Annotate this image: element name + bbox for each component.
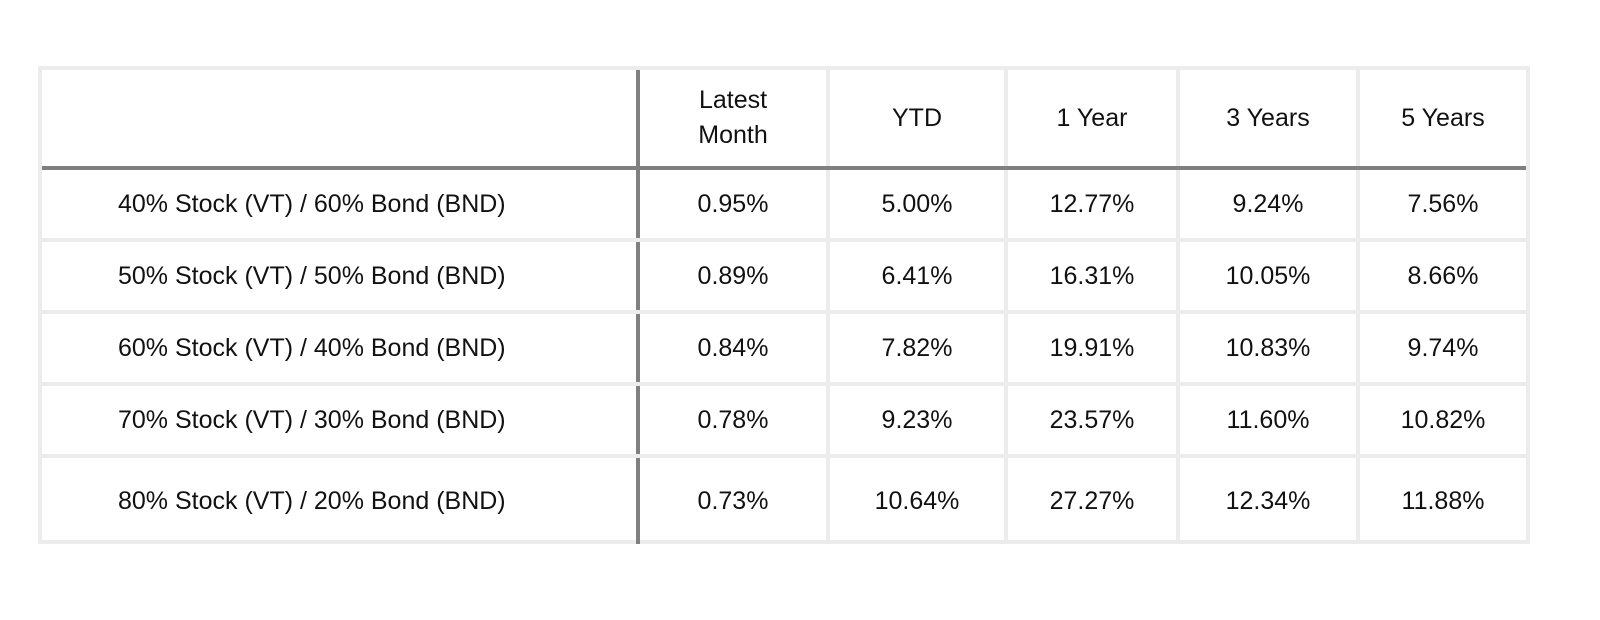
column-header-ytd-label: YTD (892, 103, 942, 132)
cell-3-years: 9.24% (1178, 168, 1360, 242)
cell-latest-month: 0.89% (638, 240, 830, 314)
row-label: 50% Stock (VT) / 50% Bond (BND) (42, 240, 640, 314)
table-row: 50% Stock (VT) / 50% Bond (BND) 0.89% 6.… (42, 240, 1526, 314)
table-row: 80% Stock (VT) / 20% Bond (BND) 0.73% 10… (42, 456, 1526, 544)
cell-ytd: 6.41% (828, 240, 1008, 314)
column-header-3-years-label: 3 Years (1226, 103, 1310, 132)
returns-table-frame: Latest Month YTD 1 Year 3 Years 5 Years … (38, 66, 1530, 544)
cell-ytd: 5.00% (828, 168, 1008, 242)
header-blank-cell (42, 70, 640, 170)
cell-3-years: 10.05% (1178, 240, 1360, 314)
cell-1-year: 12.77% (1006, 168, 1180, 242)
cell-ytd: 10.64% (828, 456, 1008, 544)
cell-1-year: 23.57% (1006, 384, 1180, 458)
row-label: 40% Stock (VT) / 60% Bond (BND) (42, 168, 640, 242)
table-row: 70% Stock (VT) / 30% Bond (BND) 0.78% 9.… (42, 384, 1526, 458)
column-header-ytd: YTD (828, 70, 1008, 170)
column-header-3-years: 3 Years (1178, 70, 1360, 170)
cell-3-years: 10.83% (1178, 312, 1360, 386)
returns-table: Latest Month YTD 1 Year 3 Years 5 Years … (42, 70, 1526, 544)
cell-latest-month: 0.95% (638, 168, 830, 242)
cell-3-years: 11.60% (1178, 384, 1360, 458)
cell-1-year: 16.31% (1006, 240, 1180, 314)
cell-latest-month: 0.78% (638, 384, 830, 458)
row-label: 70% Stock (VT) / 30% Bond (BND) (42, 384, 640, 458)
column-header-line-latest: Latest (698, 86, 768, 114)
cell-5-years: 8.66% (1358, 240, 1526, 314)
row-label: 60% Stock (VT) / 40% Bond (BND) (42, 312, 640, 386)
cell-5-years: 10.82% (1358, 384, 1526, 458)
table-header: Latest Month YTD 1 Year 3 Years 5 Years (42, 70, 1526, 170)
cell-ytd: 7.82% (828, 312, 1008, 386)
column-header-5-years: 5 Years (1358, 70, 1526, 170)
cell-3-years: 12.34% (1178, 456, 1360, 544)
cell-5-years: 11.88% (1401, 486, 1485, 515)
cell-ytd: 9.23% (828, 384, 1008, 458)
header-row: Latest Month YTD 1 Year 3 Years 5 Years (42, 70, 1526, 170)
row-label: 80% Stock (VT) / 20% Bond (BND) (42, 456, 640, 544)
column-header-latest-month: Latest Month (638, 70, 830, 170)
column-header-5-years-label: 5 Years (1401, 103, 1485, 132)
cell-latest-month: 0.84% (638, 312, 830, 386)
cell-1-year: 27.27% (1006, 456, 1180, 544)
cell-5-years: 7.56% (1358, 168, 1526, 242)
cell-1-year: 19.91% (1006, 312, 1180, 386)
cell-latest-month: 0.73% (638, 456, 830, 544)
table-row: 60% Stock (VT) / 40% Bond (BND) 0.84% 7.… (42, 312, 1526, 386)
table-body: 40% Stock (VT) / 60% Bond (BND) 0.95% 5.… (42, 168, 1526, 544)
column-header-line-month: Month (698, 121, 768, 149)
cell-5-years: 9.74% (1358, 312, 1526, 386)
table-row: 40% Stock (VT) / 60% Bond (BND) 0.95% 5.… (42, 168, 1526, 242)
column-header-1-year-label: 1 Year (1056, 103, 1128, 132)
column-header-1-year: 1 Year (1006, 70, 1180, 170)
